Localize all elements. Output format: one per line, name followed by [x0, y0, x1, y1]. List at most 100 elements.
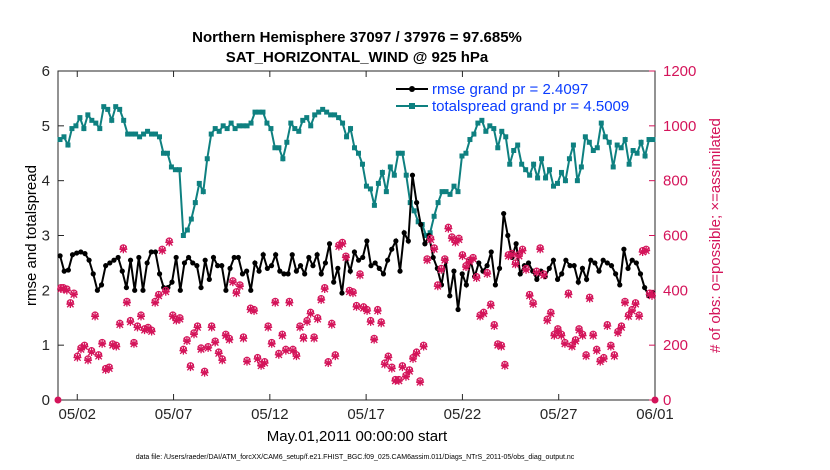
- assimilated-obs-marker: [560, 339, 569, 348]
- assimilated-obs-marker: [288, 346, 297, 355]
- assimilated-obs-glyph: [575, 326, 584, 335]
- plot-frame: [57, 70, 656, 401]
- assimilated-obs-marker: [250, 306, 259, 315]
- assimilated-obs-glyph: [536, 245, 545, 254]
- totalspread-point: [320, 106, 326, 112]
- assimilated-obs-glyph: [426, 235, 435, 244]
- rmse-point: [351, 249, 358, 255]
- rmse-point: [422, 241, 428, 247]
- rmse-point: [617, 282, 623, 288]
- assimilated-obs-glyph: [483, 269, 492, 278]
- assimilated-obs-marker: [500, 361, 509, 370]
- totalspread-point: [117, 106, 123, 112]
- rmse-point: [604, 260, 610, 266]
- assimilated-obs-marker: [543, 316, 552, 325]
- axis-ticks: 05/02 05/07 05/12 05/17 05/22 05/27 06/0101234…: [42, 63, 697, 423]
- assimilated-obs-glyph: [295, 323, 304, 332]
- totalspread-point: [547, 167, 553, 173]
- assimilated-obs-marker: [599, 354, 608, 363]
- totalspread-point: [332, 112, 338, 118]
- assimilated-obs-marker: [370, 335, 379, 344]
- rmse-point: [563, 257, 569, 263]
- assimilated-obs-marker: [137, 312, 146, 321]
- totalspread-point: [558, 169, 564, 175]
- totalspread-point: [276, 145, 282, 151]
- assimilated-obs-marker: [444, 224, 453, 233]
- totalspread-point: [324, 109, 330, 115]
- rmse-point: [525, 260, 532, 266]
- assimilated-obs-glyph: [179, 346, 188, 355]
- assimilated-obs-glyph: [250, 306, 259, 315]
- totalspread-point: [539, 156, 545, 162]
- legend-spread-label: totalspread grand pr = 4.5009: [432, 98, 629, 115]
- chart-subtitle: SAT_HORIZONTAL_WIND @ 925 hPa: [226, 49, 489, 66]
- assimilated-obs-glyph: [620, 298, 629, 307]
- assimilated-obs-glyph: [504, 252, 513, 261]
- rmse-point: [368, 263, 374, 269]
- rmse-point: [567, 263, 573, 269]
- assimilated-obs-marker: [557, 331, 566, 340]
- rmse-point: [169, 279, 175, 285]
- assimilated-obs-glyph: [440, 256, 449, 265]
- assimilated-obs-marker: [430, 245, 439, 254]
- totalspread-point: [439, 189, 445, 195]
- rmse-point: [82, 250, 88, 257]
- rmse-point: [364, 238, 370, 244]
- assimilated-obs-marker: [317, 295, 326, 304]
- rmse-point: [156, 271, 163, 277]
- assimilated-obs-marker: [129, 339, 138, 348]
- y-right-tick-label: 1000: [663, 118, 696, 135]
- assimilated-obs-marker: [624, 312, 633, 321]
- rmse-point: [293, 268, 299, 274]
- assimilated-obs-marker: [472, 273, 481, 282]
- y-axis-left-label: rmse and totalspread: [23, 165, 40, 306]
- y-right-tick-label: 0: [663, 392, 671, 409]
- rmse-point: [314, 252, 320, 258]
- rmse-point: [231, 254, 237, 261]
- totalspread-point: [415, 219, 421, 225]
- rmse-point: [310, 263, 316, 269]
- assimilated-obs-glyph: [578, 331, 587, 340]
- assimilated-obs-glyph: [606, 342, 615, 351]
- assimilated-obs-marker: [115, 320, 124, 329]
- assimilated-obs-glyph: [112, 342, 121, 351]
- assimilated-obs-glyph: [419, 342, 428, 351]
- totalspread-point: [367, 186, 373, 192]
- assimilated-obs-glyph: [126, 317, 135, 326]
- assimilated-obs-marker: [426, 235, 435, 244]
- totalspread-point: [586, 139, 592, 145]
- x-tick-label: 05/12: [251, 406, 289, 423]
- totalspread-point: [97, 126, 103, 132]
- assimilated-obs-marker: [582, 352, 591, 361]
- rmse-point: [57, 253, 63, 259]
- assimilated-obs-glyph: [137, 312, 146, 321]
- assimilated-obs-marker: [539, 271, 548, 280]
- assimilated-obs-marker: [409, 354, 418, 363]
- rmse-point: [583, 276, 590, 282]
- rmse-point: [69, 252, 76, 258]
- totalspread-point: [459, 153, 465, 159]
- assimilated-obs-marker: [242, 357, 251, 366]
- rmse-point: [637, 271, 644, 277]
- assimilated-obs-glyph: [197, 345, 206, 354]
- rmse-point: [239, 271, 246, 277]
- assimilated-obs-marker: [553, 326, 562, 335]
- assimilated-obs-marker: [603, 321, 612, 330]
- assimilated-obs-glyph: [405, 367, 414, 376]
- assimilated-obs-marker: [281, 346, 290, 355]
- assimilated-obs-glyph: [66, 300, 75, 309]
- totalspread-point: [65, 142, 71, 148]
- assimilated-obs-glyph: [370, 335, 379, 344]
- assimilated-obs-glyph: [221, 331, 230, 340]
- assimilated-obs-glyph: [454, 235, 463, 244]
- totalspread-point: [260, 109, 266, 115]
- x-tick-label: 06/01: [636, 406, 674, 423]
- assimilated-obs-glyph: [507, 250, 516, 259]
- assimilated-obs-glyph: [624, 312, 633, 321]
- totalspread-point: [650, 137, 656, 143]
- totalspread-point: [149, 131, 155, 137]
- y-right-tick-label: 1200: [663, 63, 696, 80]
- rmse-point: [501, 210, 507, 217]
- assimilated-obs-marker: [363, 306, 372, 315]
- totalspread-point: [228, 120, 234, 126]
